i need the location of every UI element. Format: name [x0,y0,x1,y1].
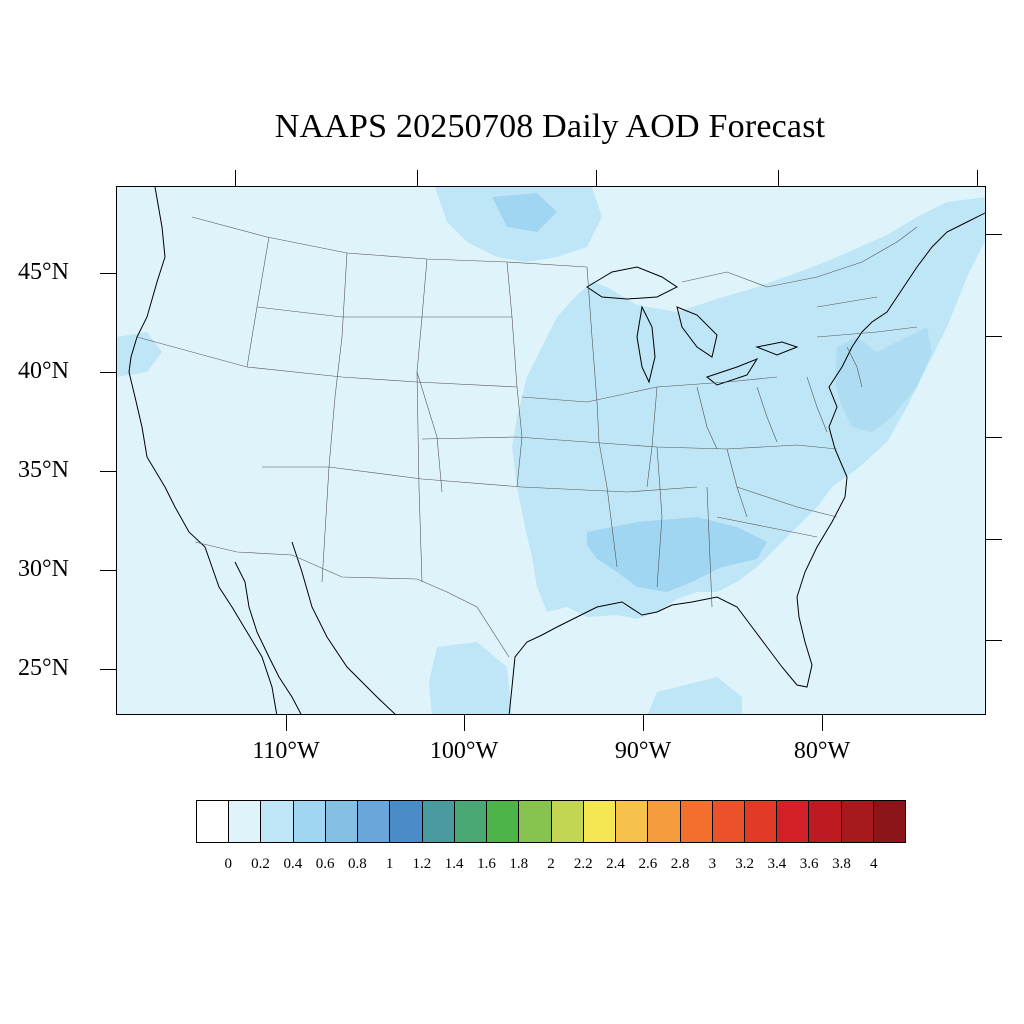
east-coast [828,212,985,478]
aod-region-ne-strip [835,327,932,432]
left-tick [100,273,116,274]
bottom-tick [643,715,644,731]
colorbar-swatch [390,801,423,842]
map-canvas [117,187,985,714]
left-tick [100,669,116,670]
colorbar-swatch [422,801,455,842]
aod-region-southeast [587,517,767,592]
coastlines [128,187,985,714]
colorbar [196,800,906,843]
left-tick [100,372,116,373]
lake-ontario [755,341,799,356]
state-boundaries [136,216,918,658]
colorbar-label: 2.6 [638,856,658,872]
aod-region-south2 [647,677,742,714]
left-tick [100,471,116,472]
colorbar-swatch [616,801,649,842]
baja-gulf [234,561,302,714]
colorbar-swatch [648,801,681,842]
colorbar-label: 3.8 [832,856,851,872]
bottom-tick [822,715,823,731]
aod-region-north2 [492,193,557,232]
colorbar-swatch [229,801,262,842]
colorbar-swatch [197,801,230,842]
colorbar-label: 3.4 [767,856,787,872]
colorbar-swatch [261,801,294,842]
right-tick [986,640,1002,641]
colorbar-label: 1.2 [412,856,432,872]
lat-label: 35°N [18,457,69,483]
top-tick [596,170,597,186]
colorbar-label: 0 [224,856,233,872]
colorbar-label: 2.8 [670,856,690,872]
colorbar-swatch [583,801,617,842]
map-title: NAAPS 20250708 Daily AOD Forecast [274,108,826,145]
colorbar-label: 3.6 [799,856,819,872]
aod-0.4-regions [117,187,985,714]
colorbar-swatch [873,801,906,842]
colorbar-label: 0.4 [283,856,303,872]
colorbar-label: 0.6 [315,856,335,872]
lat-label: 40°N [18,358,69,384]
top-tick [417,170,418,186]
colorbar-swatch [809,801,842,842]
colorbar-label: 1 [385,856,394,872]
lake-huron [676,306,718,358]
colorbar-swatch [454,801,488,842]
colorbar-label: 4 [869,856,878,872]
aod-region-central [512,197,985,619]
lat-label: 30°N [18,556,69,582]
aod-region-south [429,642,512,714]
top-tick [235,170,236,186]
lat-label: 45°N [18,259,69,285]
bottom-tick [286,715,287,731]
colorbar-label: 2 [547,856,555,872]
aod-region-west [117,332,162,377]
bottom-tick [464,715,465,731]
lat-label: 25°N [18,655,69,681]
colorbar-swatch [777,801,810,842]
colorbar-swatch [519,801,552,842]
aod-map [116,186,986,715]
gulf-coast [508,476,848,714]
west-coast [128,187,278,714]
colorbar-swatch [358,801,391,842]
colorbar-swatch [841,801,874,842]
lake-superior [586,266,678,300]
colorbar-swatch [293,801,326,842]
colorbar-label: 3.2 [735,856,754,872]
colorbar-label: 2.2 [573,856,593,872]
colorbar-label: 2.4 [606,856,625,872]
colorbar-swatch [680,801,713,842]
colorbar-swatch [487,801,520,842]
lon-label: 100°W [429,738,499,764]
top-tick [778,170,779,186]
right-tick [986,234,1002,235]
right-tick [986,336,1002,337]
lon-label: 110°W [252,738,320,764]
colorbar-swatch [551,801,584,842]
colorbar-label: 1.8 [509,856,529,872]
mexico-coast-west [291,541,396,714]
lake-erie [705,357,759,386]
colorbar-label: 1.4 [444,856,464,872]
colorbar-label: 0.2 [251,856,270,872]
colorbar-label: 3 [708,856,717,872]
aod-0.6-regions [492,193,932,592]
colorbar-label: 1.6 [477,856,496,872]
lon-label: 80°W [793,738,851,764]
colorbar-swatch [744,801,778,842]
left-tick [100,570,116,571]
top-tick [977,170,978,186]
lon-label: 90°W [614,738,672,764]
lake-michigan [636,305,656,384]
right-tick [986,539,1002,540]
right-tick [986,437,1002,438]
colorbar-swatch [712,801,745,842]
colorbar-swatch [325,801,359,842]
colorbar-label: 0.8 [347,856,367,872]
